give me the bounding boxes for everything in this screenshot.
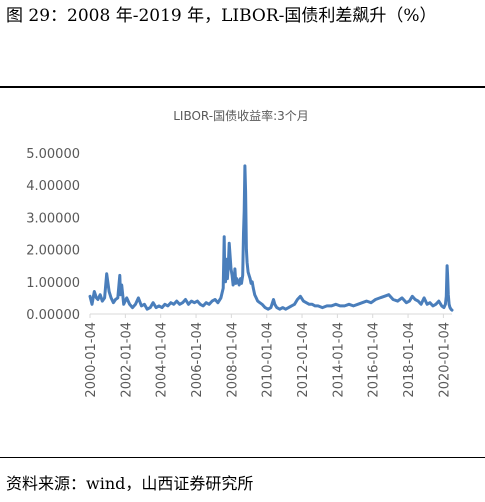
x-tick-label: 2016-01-04 [367, 322, 382, 398]
series-line [88, 164, 454, 312]
x-tick-label: 2020-01-04 [437, 322, 452, 398]
y-tick-label: 3.00000 [26, 211, 80, 226]
x-tick-label: 2006-01-04 [190, 322, 205, 398]
x-tick-label: 2004-01-04 [155, 322, 170, 398]
bottom-rule [0, 457, 485, 458]
x-tick-label: 2014-01-04 [331, 322, 346, 398]
x-tick-label: 2018-01-04 [402, 322, 417, 398]
y-tick-label: 0.00000 [26, 308, 80, 323]
x-tick-label: 2012-01-04 [296, 322, 311, 398]
x-axis: 2000-01-04 2002-01-04 2004-01-04 2006-01-04… [84, 314, 452, 398]
x-tick-label: 2002-01-04 [119, 322, 134, 398]
y-tick-label: 2.00000 [26, 244, 80, 259]
x-tick-label: 2008-01-04 [225, 322, 240, 398]
top-rule [0, 86, 485, 88]
line-chart: LIBOR-国债收益率:3个月 0.00000 1.00000 2.00000 3.0… [26, 108, 454, 398]
x-tick-label: 2000-01-04 [84, 322, 99, 398]
y-tick-label: 1.00000 [26, 276, 80, 291]
y-tick-label: 5.00000 [26, 147, 80, 162]
source-note: 资料来源：wind，山西证券研究所 [6, 474, 254, 493]
figure-title: 图 29：2008 年-2019 年，LIBOR-国债利差飙升（%） [6, 6, 437, 26]
y-axis: 0.00000 1.00000 2.00000 3.00000 4.00000 5.000… [26, 147, 80, 323]
y-tick-label: 4.00000 [26, 179, 80, 194]
x-tick-label: 2010-01-04 [261, 322, 276, 398]
chart-title: LIBOR-国债收益率:3个月 [173, 108, 309, 123]
